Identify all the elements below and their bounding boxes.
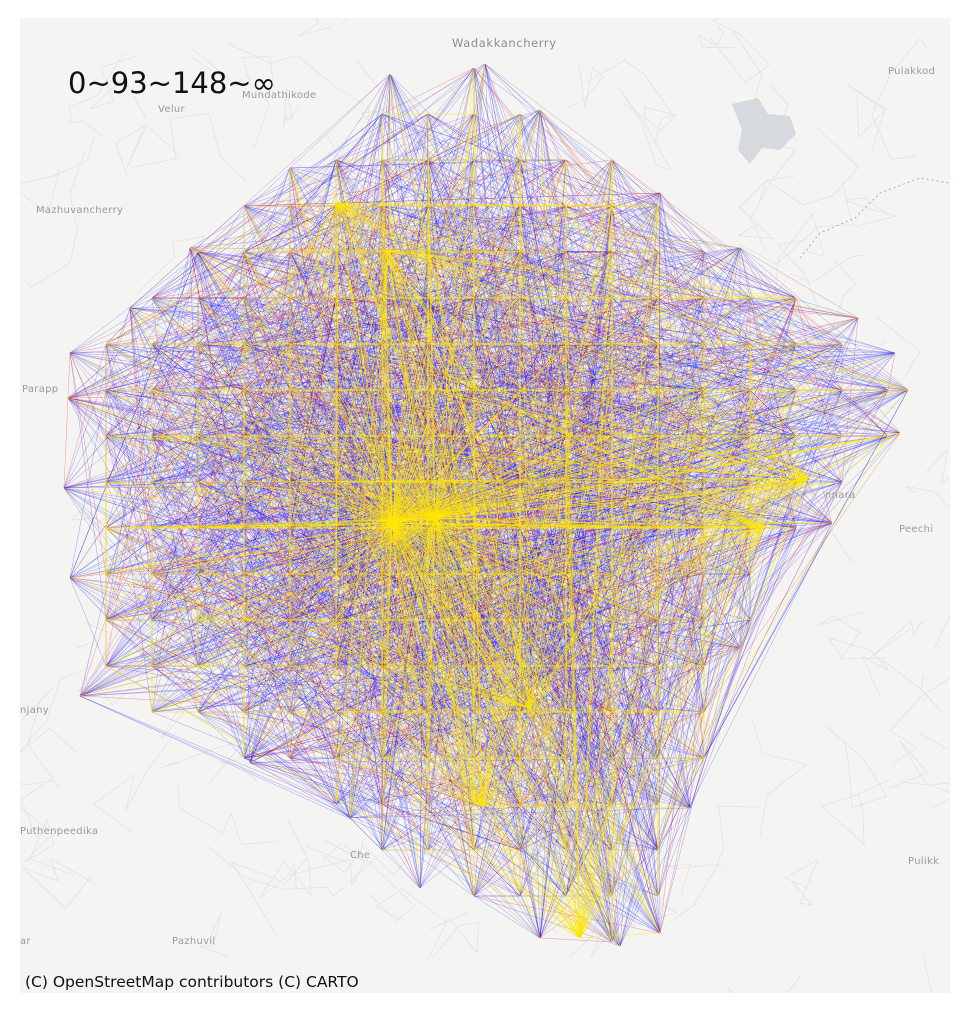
place-label-ar: ar (20, 936, 31, 947)
flow-map-svg (20, 18, 950, 993)
flow-lines-layer (63, 63, 909, 947)
place-label-parapp: Parapp (22, 384, 59, 395)
map-legend-title: 0~93~148~∞ (68, 66, 276, 100)
map-attribution: (C) OpenStreetMap contributors (C) CARTO (25, 973, 359, 991)
flow-tier-0-93 (63, 63, 909, 947)
place-label-peechi: Peechi (899, 524, 934, 535)
place-label-mundathikode: Mundathikode (242, 90, 317, 101)
place-label-velur: Velur (158, 104, 185, 115)
place-label-anjany: njany (20, 705, 49, 716)
place-label-che: Che (350, 850, 371, 861)
reservoir-water (732, 98, 796, 164)
place-label-mazhuvancherry: Mazhuvancherry (36, 205, 124, 216)
district-boundary (799, 177, 950, 259)
place-label-wadakkancherry: Wadakkancherry (452, 36, 557, 50)
place-label-pazhuvil: Pazhuvil (172, 936, 216, 947)
place-label-pulakkode: Pulakkod (888, 66, 936, 77)
map-canvas[interactable]: Wadakkancherry Pulakkod Velur Mundathiko… (20, 18, 950, 993)
place-label-puthenpeedika: Puthenpeedika (20, 826, 99, 837)
place-label-pulikk: Pulikk (908, 856, 940, 867)
place-label-pannara: nnara (825, 490, 856, 501)
